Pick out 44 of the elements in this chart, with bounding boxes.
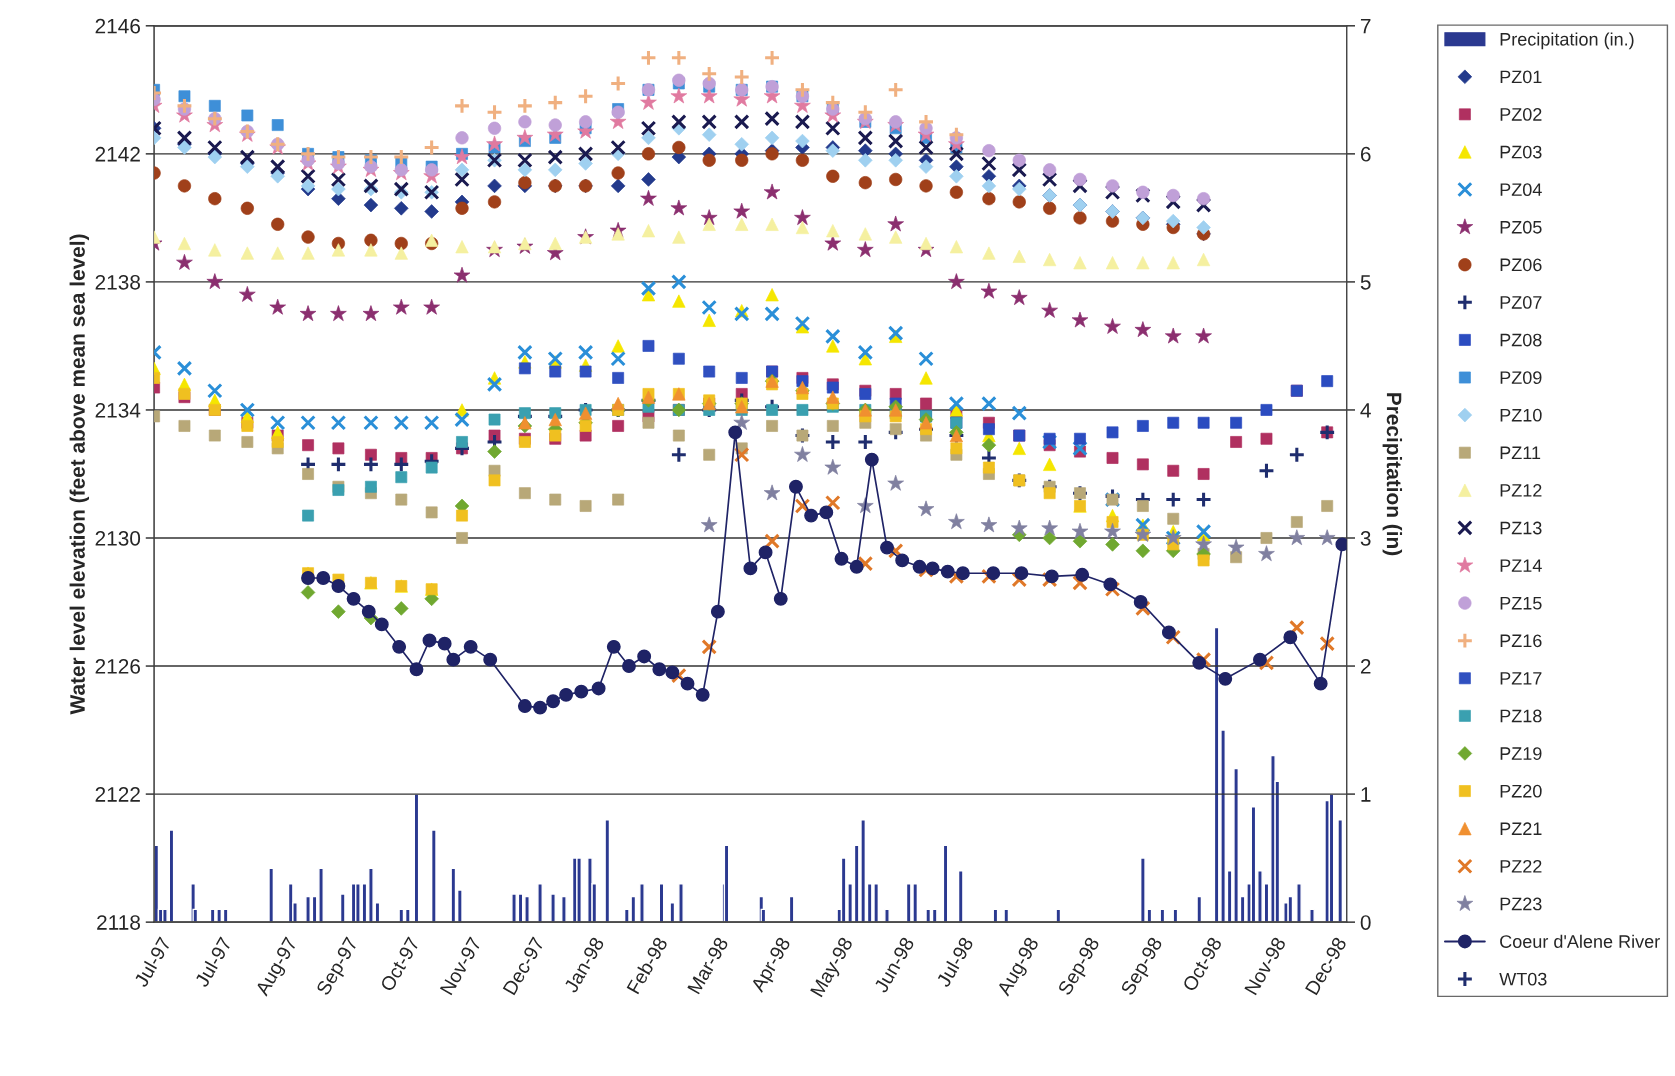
legend-label: PZ05 bbox=[1500, 220, 1542, 234]
y2-tick-label: 4 bbox=[1360, 403, 1371, 418]
legend-label: PZ16 bbox=[1500, 634, 1542, 648]
legend-label: Precipitation (in.) bbox=[1500, 32, 1634, 50]
legend-label: PZ01 bbox=[1500, 70, 1542, 84]
legend-label: PZ10 bbox=[1500, 408, 1542, 422]
y2-tick-label: 7 bbox=[1360, 19, 1371, 34]
legend-label: PZ08 bbox=[1500, 333, 1542, 347]
legend-label: PZ14 bbox=[1500, 559, 1542, 572]
legend-label: PZ15 bbox=[1500, 596, 1542, 610]
legend-label: PZ19 bbox=[1500, 747, 1542, 760]
y2-tick-label: 0 bbox=[1360, 915, 1371, 930]
y2-tick-label: 6 bbox=[1360, 146, 1371, 162]
y-tick-label: 2130 bbox=[95, 531, 141, 546]
y2-tick-label: 1 bbox=[1361, 787, 1371, 802]
y2-tick-label: 3 bbox=[1360, 531, 1371, 546]
legend-label: PZ07 bbox=[1500, 296, 1542, 309]
legend-label: PZ13 bbox=[1500, 521, 1542, 535]
y-axis-title: Water level elevation (feet above mean sea level) bbox=[69, 234, 90, 715]
legend-label: PZ09 bbox=[1500, 371, 1542, 385]
legend-label: PZ11 bbox=[1500, 446, 1541, 460]
y-tick-label: 2126 bbox=[95, 659, 140, 674]
y-tick-label: 2134 bbox=[95, 402, 141, 418]
legend-label: PZ03 bbox=[1500, 145, 1542, 159]
legend-label: Coeur d'Alene River bbox=[1500, 934, 1660, 948]
y-tick-label: 2146 bbox=[95, 18, 140, 34]
y-tick-label: 2122 bbox=[95, 787, 140, 802]
legend-label: PZ21 bbox=[1500, 822, 1542, 835]
y2-tick-label: 2 bbox=[1360, 659, 1371, 674]
legend-label: WT03 bbox=[1499, 972, 1547, 986]
legend-label: PZ23 bbox=[1500, 897, 1542, 911]
legend-label: PZ04 bbox=[1500, 183, 1542, 197]
y-tick-label: 2142 bbox=[95, 146, 140, 162]
legend-label: PZ02 bbox=[1500, 108, 1542, 121]
y2-axis-title: Precipitation (in) bbox=[1382, 393, 1403, 556]
legend-label: PZ06 bbox=[1500, 258, 1542, 272]
legend-label: PZ12 bbox=[1500, 484, 1542, 497]
y-tick-label: 2138 bbox=[95, 274, 140, 290]
legend-label: PZ22 bbox=[1500, 859, 1542, 873]
y2-tick-label: 5 bbox=[1360, 275, 1371, 290]
legend-label: PZ17 bbox=[1500, 672, 1542, 685]
legend-label: PZ18 bbox=[1500, 709, 1542, 723]
legend-label: PZ20 bbox=[1500, 784, 1542, 798]
y-tick-label: 2118 bbox=[97, 915, 140, 930]
